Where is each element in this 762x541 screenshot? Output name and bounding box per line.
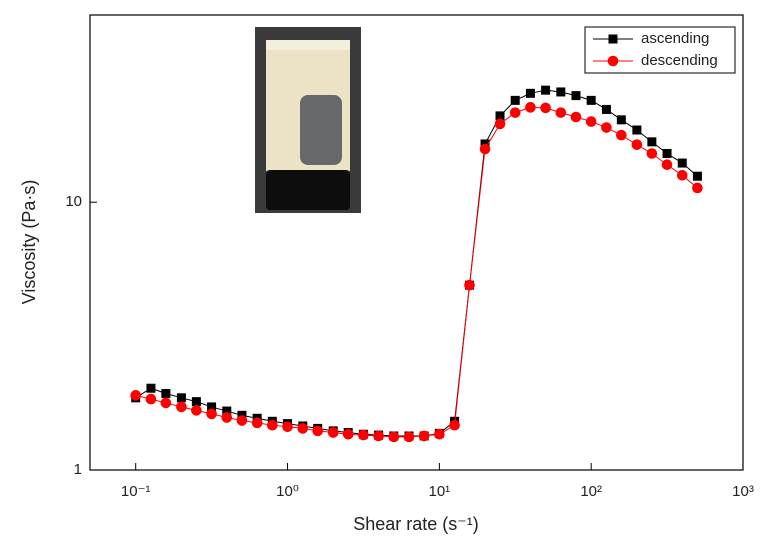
- inset-photo: [255, 27, 361, 213]
- x-tick-label: 10¹: [429, 483, 451, 500]
- data-point: [191, 397, 201, 407]
- data-point: [494, 118, 506, 130]
- x-tick-label: 10⁻¹: [121, 483, 151, 500]
- x-axis-label: Shear rate (s⁻¹): [353, 514, 479, 534]
- data-point: [616, 115, 626, 125]
- data-point: [434, 428, 445, 440]
- data-point: [509, 107, 521, 118]
- data-point: [601, 122, 612, 133]
- data-point: [342, 428, 354, 440]
- data-point: [358, 429, 369, 441]
- legend-label: ascending: [641, 30, 709, 47]
- data-point: [449, 419, 460, 431]
- data-point: [206, 408, 217, 420]
- plot-frame: [89, 14, 744, 471]
- data-point: [282, 421, 293, 433]
- data-point: [541, 85, 551, 95]
- x-tick-label: 10³: [732, 483, 754, 500]
- data-point: [676, 170, 688, 181]
- data-point: [297, 423, 309, 434]
- data-point: [251, 417, 263, 429]
- data-point: [586, 95, 596, 105]
- data-point: [312, 425, 323, 437]
- data-point: [176, 401, 187, 413]
- data-point: [145, 393, 157, 405]
- legend-marker: [608, 34, 618, 44]
- data-point: [692, 171, 702, 181]
- data-point: [677, 158, 687, 168]
- data-point: [632, 125, 642, 135]
- data-point: [631, 139, 643, 150]
- y-tick-label: 1: [74, 461, 82, 478]
- data-point: [571, 91, 581, 101]
- data-point: [479, 143, 491, 155]
- data-point: [327, 427, 339, 438]
- data-point: [388, 431, 400, 443]
- data-point: [556, 87, 566, 97]
- data-point: [525, 102, 536, 113]
- data-point: [146, 383, 156, 393]
- data-point: [495, 111, 505, 121]
- data-point: [555, 107, 567, 118]
- data-point: [661, 159, 673, 171]
- data-point: [403, 431, 415, 443]
- data-point: [418, 430, 430, 442]
- x-tick-label: 10²: [580, 483, 602, 500]
- data-point: [207, 402, 217, 412]
- data-point: [585, 116, 597, 127]
- data-point: [525, 88, 535, 98]
- data-point: [464, 279, 475, 291]
- series-line: [135, 106, 698, 438]
- data-point: [647, 137, 657, 147]
- data-point: [570, 111, 582, 123]
- series-line: [135, 89, 698, 437]
- data-point: [616, 129, 627, 141]
- data-point: [222, 406, 232, 416]
- data-point: [221, 412, 233, 423]
- data-point: [646, 148, 658, 159]
- data-point: [540, 102, 551, 114]
- data-point: [160, 397, 172, 409]
- data-point: [267, 419, 278, 431]
- data-point: [176, 393, 186, 403]
- data-point: [662, 148, 672, 158]
- legend-label: descending: [641, 52, 718, 69]
- y-axis-label: Viscosity (Pa·s): [19, 180, 39, 305]
- y-tick-label: 10: [65, 193, 82, 210]
- data-point: [236, 415, 248, 426]
- data-point: [692, 182, 703, 194]
- data-point: [510, 95, 520, 105]
- data-point: [601, 104, 611, 114]
- x-tick-label: 10⁰: [276, 483, 299, 500]
- data-point: [373, 430, 384, 442]
- legend-marker: [607, 55, 619, 67]
- data-point: [130, 390, 142, 401]
- data-point: [161, 389, 171, 399]
- data-point: [191, 405, 202, 416]
